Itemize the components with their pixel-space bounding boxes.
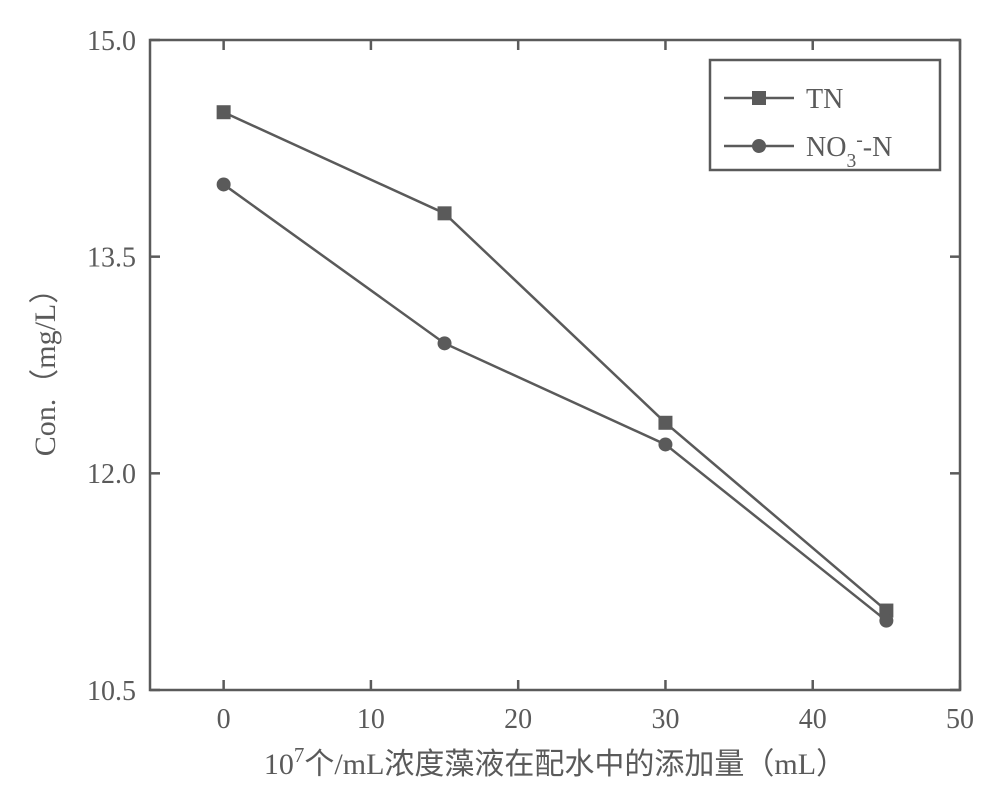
x-tick-label: 10 xyxy=(357,704,385,735)
x-axis-label: 107个/mL浓度藻液在配水中的添加量（mL） xyxy=(264,743,846,781)
marker-circle xyxy=(438,336,452,350)
line-chart: 0 10 20 30 40 50 10.5 12.0 13.5 15.0 Con.（mg/L） 107… xyxy=(0,0,1000,804)
y-tick-label: 10.5 xyxy=(87,676,136,707)
y-axis-label: Con.（mg/L） xyxy=(29,274,62,457)
legend-marker-square xyxy=(752,91,766,105)
x-tick-label: 0 xyxy=(217,704,231,735)
legend-label: TN xyxy=(806,84,843,115)
x-tick-label: 40 xyxy=(799,704,827,735)
marker-circle xyxy=(879,614,893,628)
x-tick-label: 30 xyxy=(651,704,679,735)
x-tick-label: 50 xyxy=(946,704,974,735)
marker-square xyxy=(217,105,231,119)
y-tick-label: 12.0 xyxy=(87,459,136,490)
y-tick-label: 13.5 xyxy=(87,242,136,273)
legend-marker-circle xyxy=(752,139,766,153)
y-tick-label: 15.0 xyxy=(87,26,136,57)
x-tick-label: 20 xyxy=(504,704,532,735)
marker-circle xyxy=(658,437,672,451)
marker-circle xyxy=(217,177,231,191)
marker-square xyxy=(438,206,452,220)
marker-square xyxy=(658,416,672,430)
